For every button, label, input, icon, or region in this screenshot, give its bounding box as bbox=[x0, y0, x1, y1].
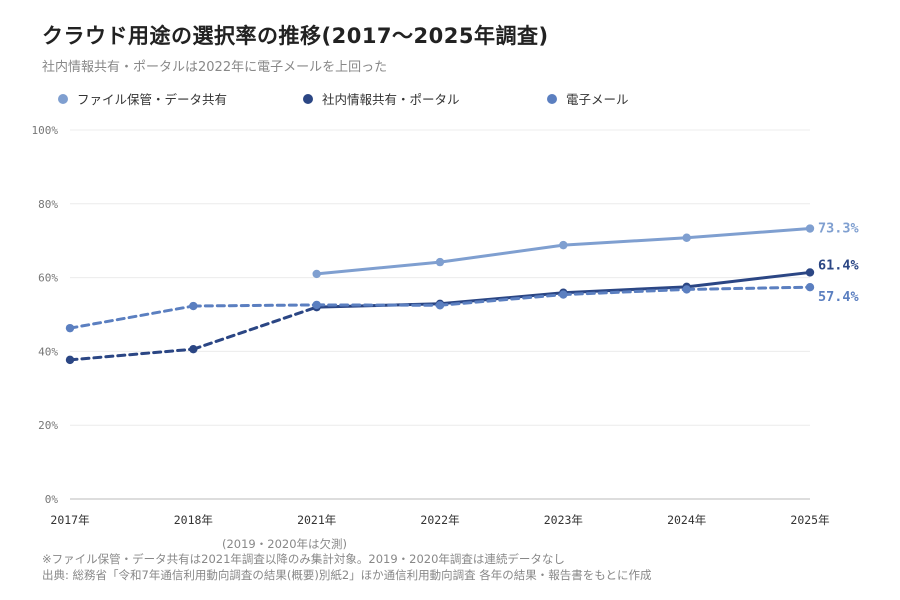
legend-label-email: 電子メール bbox=[566, 92, 629, 107]
series-line-segment bbox=[315, 260, 442, 276]
series-line-segment bbox=[561, 287, 689, 297]
data-point bbox=[435, 301, 445, 310]
data-point bbox=[312, 269, 321, 279]
chart-legend: ファイル保管・データ共有 社内情報共有・ポータル 電子メール bbox=[58, 89, 858, 108]
chart-title: クラウド用途の選択率の推移(2017〜2025年調査) bbox=[42, 24, 549, 48]
data-point bbox=[805, 268, 815, 277]
data-point bbox=[189, 344, 198, 354]
series-line-segment bbox=[561, 285, 689, 295]
series-line-segment bbox=[438, 243, 565, 264]
y-tick-label: 40% bbox=[38, 345, 58, 358]
series-line-segment bbox=[191, 305, 319, 351]
data-point bbox=[65, 323, 75, 333]
data-point bbox=[559, 240, 568, 250]
x-tick-label: 2025年 bbox=[790, 513, 829, 527]
series-line-segment bbox=[68, 347, 195, 362]
data-point bbox=[559, 290, 568, 299]
series-line-segment bbox=[561, 236, 689, 247]
series-line-segment bbox=[685, 270, 812, 289]
series-line-segment bbox=[438, 293, 565, 307]
legend-marker-file-storage bbox=[58, 93, 68, 104]
y-tick-label: 100% bbox=[32, 124, 59, 137]
data-point bbox=[682, 233, 691, 242]
end-value-label: 57.4% bbox=[818, 289, 860, 305]
data-point bbox=[805, 282, 815, 292]
x-tick-label: 2023年 bbox=[544, 513, 583, 527]
y-tick-label: 20% bbox=[38, 419, 58, 432]
data-point bbox=[435, 257, 445, 267]
series-line-segment bbox=[685, 285, 812, 291]
end-value-label: 73.3% bbox=[818, 221, 860, 237]
series-line-segment bbox=[68, 304, 195, 330]
end-value-label: 61.4% bbox=[818, 257, 860, 273]
data-point bbox=[682, 285, 691, 294]
missing-years-note: (2019・2020年は欠測) bbox=[222, 537, 348, 551]
legend-marker-email bbox=[547, 93, 557, 104]
legend-marker-internal-portal bbox=[303, 93, 313, 104]
legend-label-file-storage: ファイル保管・データ共有 bbox=[77, 92, 228, 107]
series-line-segment bbox=[438, 291, 565, 306]
y-tick-label: 60% bbox=[38, 272, 58, 285]
footnote: ※ファイル保管・データ共有は2021年調査以降のみ集計対象。2019・2020年… bbox=[42, 552, 565, 566]
legend-label-internal-portal: 社内情報共有・ポータル bbox=[322, 92, 460, 107]
x-tick-label: 2017年 bbox=[50, 513, 89, 527]
legend-item-email: 電子メール bbox=[547, 89, 629, 108]
data-point bbox=[312, 300, 321, 310]
x-tick-label: 2024年 bbox=[667, 513, 706, 527]
series-line-segment bbox=[191, 303, 319, 308]
legend-item-internal-portal: 社内情報共有・ポータル bbox=[303, 89, 460, 108]
data-point bbox=[189, 301, 198, 311]
x-tick-label: 2018年 bbox=[174, 513, 213, 527]
data-point bbox=[805, 224, 815, 233]
data-point bbox=[65, 355, 75, 365]
chart-subtitle: 社内情報共有・ポータルは2022年に電子メールを上回った bbox=[42, 60, 388, 75]
x-tick-label: 2022年 bbox=[420, 513, 459, 527]
y-tick-label: 0% bbox=[45, 493, 59, 506]
source-note: 出典: 総務省「令和7年通信利用動向調査の結果(概要)別紙2」ほか通信利用動向調… bbox=[42, 568, 652, 582]
x-tick-label: 2021年 bbox=[297, 513, 336, 527]
y-tick-label: 80% bbox=[38, 198, 58, 211]
series-line-segment bbox=[685, 227, 812, 240]
legend-item-file-storage: ファイル保管・データ共有 bbox=[58, 89, 227, 108]
